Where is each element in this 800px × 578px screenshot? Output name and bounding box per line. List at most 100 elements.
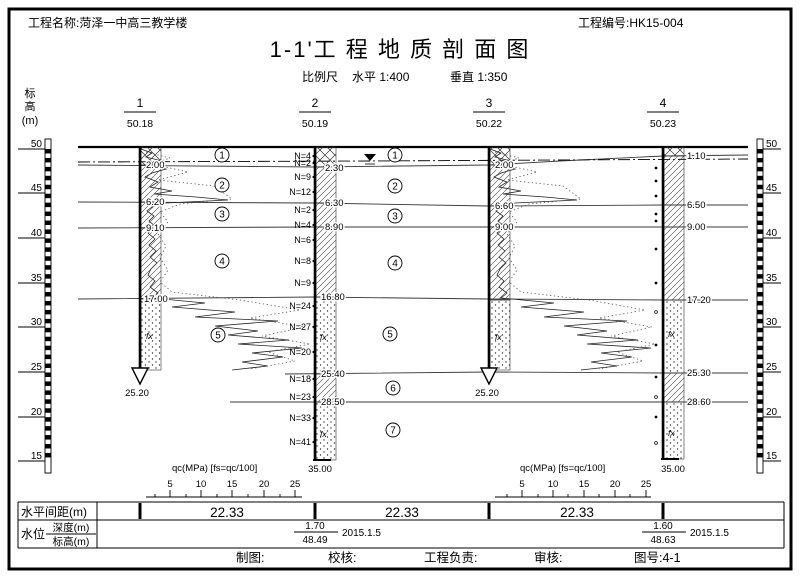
- water-level-entry-1: 1.70 48.49 2015.1.5: [294, 521, 381, 546]
- stratum-circle-6: 6: [385, 380, 401, 396]
- borehole-1-header: 1 50.18: [124, 96, 156, 130]
- spt-n-value: N=41: [289, 437, 311, 447]
- lithology-code-label: fx: [320, 332, 327, 342]
- depth-label: 6.50: [687, 200, 706, 211]
- tick-label: 40: [766, 228, 778, 239]
- borehole-3-termination-icon: [479, 367, 499, 386]
- borehole-bottom-depth: 35.00: [661, 464, 685, 475]
- spt-n-value: N=6: [294, 235, 311, 245]
- stratum-number: 3: [392, 212, 398, 223]
- spt-n-value: N=12: [289, 187, 311, 197]
- sheet-border: [7, 7, 793, 571]
- borehole-1: 1 50.18 2.00 6.20 9.10 17.00 25.20 fx: [124, 96, 170, 401]
- borehole-2-header: 2 50.19: [299, 96, 331, 130]
- stratum-circle-2: 2: [214, 177, 230, 193]
- tick-label: 35: [31, 273, 43, 284]
- sample-point-dots: [654, 166, 658, 445]
- scale-label: 比例尺: [302, 70, 338, 84]
- water-level-entry-2: 1.60 48.63 2015.1.5: [642, 521, 729, 546]
- tick-label: 20: [31, 407, 43, 418]
- depth-label: 28.50: [321, 397, 345, 408]
- stratum-number: 4: [219, 257, 225, 268]
- scale-horizontal: 水平 1:400: [352, 70, 410, 84]
- elev-axis-char-1: 标: [25, 86, 36, 100]
- water-depth-value: 1.60: [653, 521, 673, 532]
- spt-n-value: N=33: [289, 413, 311, 423]
- depth-label: 9.00: [495, 222, 514, 233]
- borehole-3-header: 3 50.22: [473, 96, 505, 130]
- borehole-id: 3: [486, 96, 493, 110]
- header: 工程名称:菏泽一中高三教学楼 工程编号:HK15-004: [28, 15, 684, 30]
- spt-n-value: N=24: [289, 301, 311, 311]
- right-scale-rod-stripes: [757, 149, 763, 461]
- stratum-circle-7: 7: [385, 422, 401, 438]
- borehole-2: 2 50.19 2.30 6.30 8.90 16.80 25.40 28.50…: [289, 96, 346, 477]
- borehole-4: 4 50.23 1.10 6.50 9.00 17.20 25.30 28.60…: [647, 96, 713, 477]
- project-lead-label: 工程负责:: [424, 550, 477, 565]
- borehole-bottom-depth: 35.00: [308, 464, 332, 475]
- spt-n-value: N=9: [294, 278, 311, 288]
- depth-label: 25.30: [687, 368, 711, 379]
- depth-label: 6.20: [146, 197, 165, 208]
- borehole-elevation: 50.22: [476, 118, 502, 130]
- borehole-id: 4: [660, 96, 667, 110]
- depth-label: 6.60: [495, 201, 514, 212]
- borehole-id: 2: [312, 96, 319, 110]
- borehole-id: 1: [137, 96, 144, 110]
- qc-tick-label: 25: [641, 479, 652, 490]
- left-scale-rod-stripes: [45, 149, 51, 461]
- spacing-value: 22.33: [560, 505, 594, 520]
- right-axis-tick-labels: 50 45 40 35 30 25 20 15: [766, 139, 778, 462]
- tick-label: 25: [766, 362, 778, 373]
- stratum-circle-2: 2: [387, 178, 403, 194]
- borehole-4-header: 4 50.23: [647, 96, 679, 130]
- qc-tick-label: 15: [579, 479, 590, 490]
- tick-label: 50: [766, 139, 778, 150]
- depth-label: 16.80: [321, 292, 345, 303]
- stratum-circle-4: 4: [387, 255, 403, 271]
- stratum-number: 4: [392, 259, 398, 270]
- lithology-code-label: fx: [320, 429, 327, 439]
- table-grid-lines: [17, 501, 785, 549]
- spt-n-value: N=4: [294, 151, 311, 161]
- qc-axis-ticks: [495, 490, 651, 498]
- spt-n-value: N=27: [289, 322, 311, 332]
- borehole-4-depth-labels: 1.10 6.50 9.00 17.20 25.30 28.60 35.00: [660, 150, 713, 477]
- borehole-1-column: [140, 146, 162, 371]
- depth-label: 9.10: [146, 223, 165, 234]
- tick-label: 25: [31, 362, 43, 373]
- qc-axis-tick-labels: 5 10 15 20 25: [519, 479, 651, 490]
- stratum-number: 7: [390, 426, 396, 437]
- borehole-1-termination-icon: [130, 367, 150, 386]
- lithology-code-label: fx: [495, 332, 502, 342]
- borehole-elevation: 50.18: [127, 118, 153, 130]
- water-elev-row-label: 标高(m): [53, 535, 90, 548]
- depth-label: 2.00: [146, 160, 165, 171]
- stratum-number: 3: [219, 210, 225, 221]
- spt-n-values: N=4 N=2 N=9 N=12 N=2 N=4 N=6 N=8 N=9 N=2…: [289, 151, 311, 447]
- lithology-code-label: fx: [668, 428, 675, 438]
- qc-axis-label: qc(MPa) [fs=qc/100]: [520, 463, 605, 474]
- stratum-circle-1: 1: [387, 147, 403, 163]
- depth-label: 2.00: [495, 160, 514, 171]
- right-elevation-axis: 50 45 40 35 30 25 20 15: [756, 138, 781, 474]
- borehole-4-column: [663, 146, 685, 460]
- tick-label: 45: [31, 183, 43, 194]
- spacing-value: 22.33: [385, 505, 419, 520]
- stratum-number: 1: [392, 151, 398, 162]
- scale-line: 比例尺 水平 1:400 垂直 1:350: [302, 70, 508, 84]
- water-row-label: 水位: [21, 526, 45, 541]
- spacing-value: 22.33: [210, 505, 244, 520]
- left-axis-tick-labels: 50 45 40 35 30 25 20 15: [31, 139, 43, 462]
- depth-label: 2.30: [325, 163, 344, 174]
- water-elev-value: 48.49: [302, 535, 327, 546]
- water-elev-value: 48.63: [650, 535, 675, 546]
- depth-label: 17.00: [144, 294, 168, 305]
- project-code-label: 工程编号:HK15-004: [578, 15, 684, 30]
- qc-axis-tick-labels: 5 10 15 20 25: [167, 479, 300, 490]
- spt-n-value: N=18: [289, 374, 311, 384]
- qc-axis-label: qc(MPa) [fs=qc/100]: [172, 463, 257, 474]
- stratum-number: 5: [387, 330, 393, 341]
- stratum-number: 1: [219, 151, 225, 162]
- stratum-number: 2: [219, 181, 225, 192]
